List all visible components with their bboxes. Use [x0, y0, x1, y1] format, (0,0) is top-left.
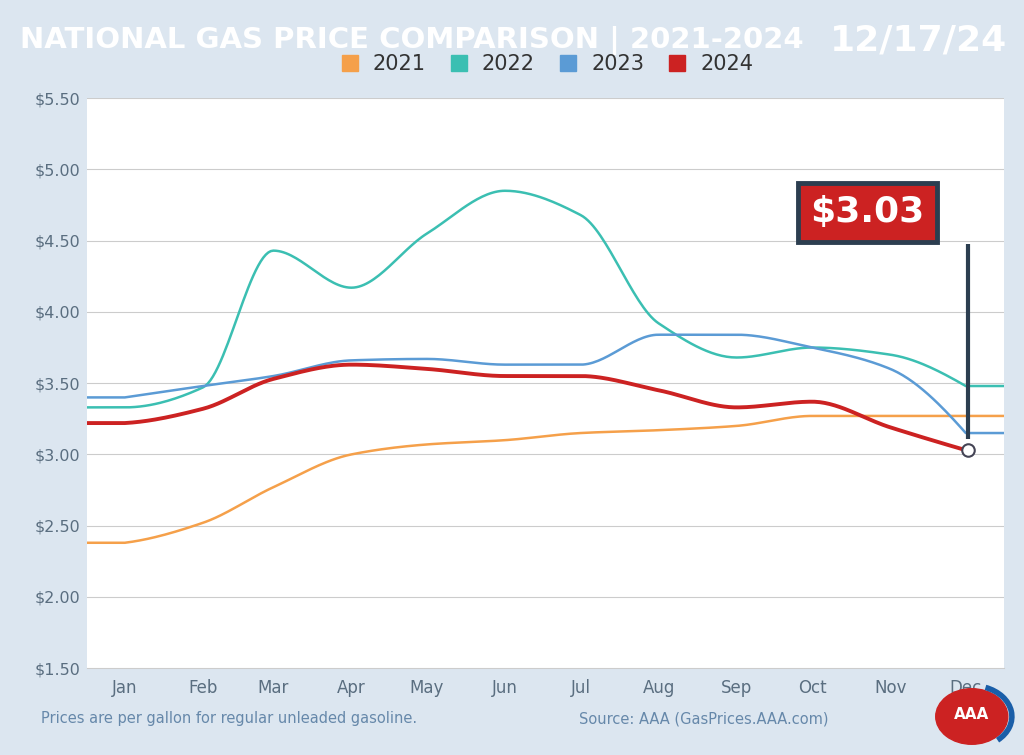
- Text: 12/17/24: 12/17/24: [830, 23, 1008, 58]
- Text: AAA: AAA: [954, 707, 989, 723]
- Text: Source: AAA (GasPrices.AAA.com): Source: AAA (GasPrices.AAA.com): [579, 711, 828, 726]
- Legend: 2021, 2022, 2023, 2024: 2021, 2022, 2023, 2024: [337, 54, 754, 75]
- Text: Prices are per gallon for regular unleaded gasoline.: Prices are per gallon for regular unlead…: [41, 711, 417, 726]
- Text: $3.03: $3.03: [810, 195, 925, 230]
- Text: NATIONAL GAS PRICE COMPARISON | 2021-2024: NATIONAL GAS PRICE COMPARISON | 2021-202…: [20, 26, 804, 55]
- Circle shape: [936, 689, 1008, 744]
